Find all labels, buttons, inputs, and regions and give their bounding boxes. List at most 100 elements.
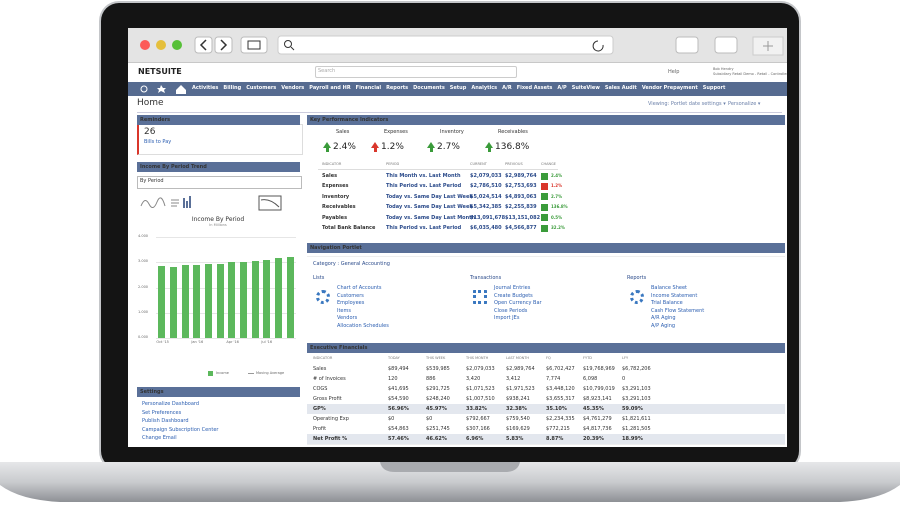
- nav-link[interactable]: Import JEs: [494, 315, 520, 322]
- cell: Operating Exp: [313, 416, 349, 422]
- bar: [251, 260, 259, 338]
- x-tick-label: Jan '16: [191, 340, 204, 344]
- nav-item[interactable]: Fixed Assets: [516, 85, 553, 91]
- indicator: Expenses: [322, 183, 349, 190]
- nav-link[interactable]: A/R Aging: [651, 315, 676, 322]
- column-header: LAST MONTH: [506, 356, 530, 360]
- nav-item[interactable]: Customers: [246, 85, 277, 91]
- current-value: $2,786,510: [470, 183, 502, 190]
- nav-item[interactable]: Documents: [413, 85, 445, 91]
- search-placeholder[interactable]: Search: [318, 68, 336, 74]
- nav-item[interactable]: Sales Audit: [604, 85, 637, 91]
- column-header: INDICATOR: [313, 356, 333, 360]
- settings-link[interactable]: Campaign Subscription Center: [142, 426, 219, 433]
- period: This Month vs. Last Month: [386, 173, 461, 179]
- cell: 886: [426, 376, 436, 382]
- settings-link[interactable]: Publish Dashboard: [142, 418, 189, 425]
- y-tick-label: 3.000: [138, 259, 149, 264]
- cell: $6,782,206: [622, 366, 651, 372]
- cell: 120: [388, 376, 398, 382]
- cell: $307,166: [466, 426, 490, 432]
- current-value: $2,079,033: [470, 173, 502, 179]
- settings-link[interactable]: Change Email: [142, 435, 177, 442]
- nav-link[interactable]: Items: [337, 307, 351, 314]
- nav-bar: [128, 82, 787, 96]
- column-header: TODAY: [388, 356, 400, 360]
- cell: $54,590: [388, 396, 409, 402]
- cell: 35.10%: [546, 406, 567, 412]
- nav-link[interactable]: Employees: [337, 300, 365, 307]
- kpi-value: 136.8%: [495, 142, 530, 152]
- kpi-label: Sales: [336, 129, 350, 135]
- cell: 3,420: [466, 376, 481, 382]
- personalize-menu[interactable]: Personalize ▾: [728, 101, 761, 107]
- period: Today vs. Same Day Last Month: [386, 214, 476, 221]
- nav-link[interactable]: Balance Sheet: [651, 285, 687, 291]
- nav-item[interactable]: Setup: [449, 85, 467, 91]
- portlet-header: Income By Period Trend: [137, 162, 300, 172]
- nav-link[interactable]: Vendors: [337, 315, 358, 322]
- cell: 46.62%: [426, 436, 447, 442]
- divider: [307, 256, 785, 257]
- cell: Gross Profit: [313, 396, 342, 402]
- chart-type-icons: [140, 195, 282, 211]
- cell: COGS: [313, 386, 328, 392]
- change-value: 2.7%: [551, 193, 563, 199]
- settings-link[interactable]: Set Preferences: [142, 409, 182, 416]
- nav-item[interactable]: Reports: [386, 85, 409, 91]
- cell: 6,098: [583, 376, 598, 382]
- nav-item[interactable]: Billing: [223, 85, 242, 91]
- settings-link[interactable]: Personalize Dashboard: [142, 401, 200, 407]
- cell: $2,234,335: [546, 416, 575, 422]
- column-header: PREVIOUS: [505, 162, 523, 166]
- cell: GP%: [313, 406, 326, 412]
- indicator: Total Bank Balance: [322, 225, 376, 231]
- nav-link[interactable]: Trial Balance: [651, 300, 683, 307]
- change-icon: [541, 203, 548, 211]
- nav-item[interactable]: Financial: [355, 85, 382, 91]
- portlet-header: Navigation Portlet: [307, 243, 785, 253]
- nav-link[interactable]: A/P Aging: [651, 323, 676, 329]
- nav-item[interactable]: Vendor Prepayment: [641, 85, 698, 91]
- kpi-arrow-stem: [325, 148, 329, 152]
- nav-item[interactable]: Analytics: [471, 85, 498, 91]
- nav-link[interactable]: Close Periods: [494, 307, 528, 314]
- nav-item[interactable]: Support: [702, 85, 726, 91]
- kpi-value: 2.4%: [333, 142, 356, 152]
- column-header: CURRENT: [470, 162, 487, 166]
- change-icon: [541, 193, 548, 201]
- nav-item[interactable]: Activities: [192, 85, 219, 91]
- nav-item[interactable]: Payroll and HR: [309, 85, 351, 91]
- reminder-label[interactable]: Bills to Pay: [144, 139, 172, 145]
- section-icon: [473, 290, 487, 304]
- browser-toolbar: [128, 28, 787, 63]
- nav-link[interactable]: Income Statement: [651, 292, 698, 299]
- divider: [137, 112, 782, 113]
- viewing-menu[interactable]: Viewing: Portlet date settings ▾: [648, 101, 726, 107]
- cell: $2,989,764: [506, 366, 535, 372]
- cell: $938,241: [506, 396, 530, 402]
- cell: 59.09%: [622, 406, 643, 412]
- search-box[interactable]: [315, 66, 517, 78]
- nav-link[interactable]: Cash Flow Statement: [651, 307, 705, 314]
- grid-line: [156, 338, 296, 339]
- nav-item[interactable]: SuiteView: [571, 85, 600, 91]
- nav-item[interactable]: A/P: [557, 85, 567, 91]
- nav-link[interactable]: Create Budgets: [494, 292, 533, 299]
- nav-item[interactable]: Vendors: [281, 85, 305, 91]
- nav-link[interactable]: Allocation Schedules: [337, 323, 389, 329]
- cell: $19,768,969: [583, 366, 615, 372]
- nav-link[interactable]: Journal Entries: [494, 285, 531, 291]
- grid-line: [156, 262, 296, 264]
- nav-item[interactable]: A/R: [502, 85, 512, 91]
- period-select[interactable]: [137, 176, 302, 189]
- nav-link[interactable]: Chart of Accounts: [337, 285, 382, 291]
- help-link[interactable]: Help: [668, 69, 680, 75]
- nav-link[interactable]: Open Currency Bar: [494, 300, 542, 307]
- nav-link[interactable]: Customers: [337, 292, 364, 299]
- kpi-arrow-stem: [487, 148, 491, 152]
- cell: 56.96%: [388, 406, 409, 412]
- cell: $1,007,510: [466, 396, 495, 402]
- section-title: Reports: [627, 275, 647, 281]
- kpi-arrow-stem: [373, 148, 377, 152]
